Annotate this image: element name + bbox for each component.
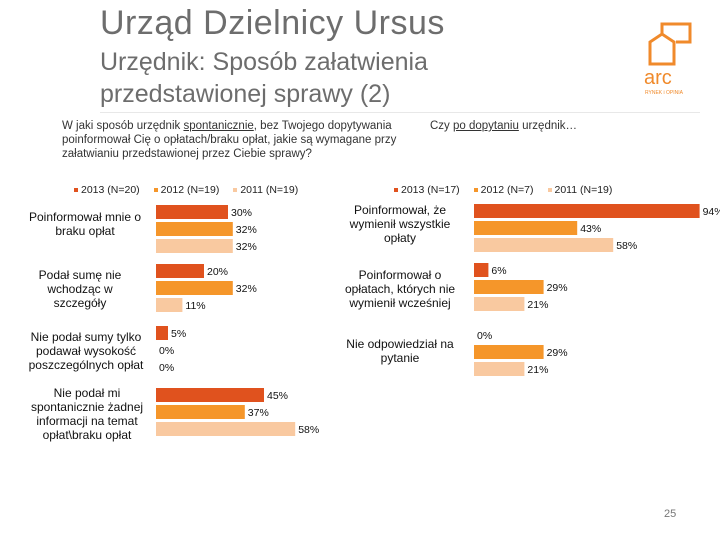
question-left-text-2: , bez Twojego dopytywania poinformował C… [62, 120, 397, 160]
bar-value-label: 58% [616, 240, 637, 252]
bar-value-label: 29% [547, 347, 568, 359]
bar-1-1-1 [474, 280, 544, 294]
legend-item-2012: 2012 (N=7) [473, 184, 534, 196]
bar-value-label: 20% [207, 266, 228, 278]
legend-right: 2013 (N=17) 2012 (N=7) 2011 (N=19) [394, 184, 612, 196]
bar-value-label: 32% [236, 283, 257, 295]
question-right: Czy po dopytaniu urzędnik… [430, 119, 670, 133]
bar-value-label: 37% [248, 407, 269, 419]
bar-0-0-1 [156, 222, 233, 236]
bar-1-0-0 [474, 204, 700, 218]
left-category-label: Nie podał sumy tylko podawał wysokość po… [28, 330, 144, 372]
legend-swatch [473, 188, 478, 192]
right-category-label: Poinformował o opłatach, których nie wym… [344, 268, 456, 310]
question-right-text-2: urzędnik… [518, 120, 578, 132]
legend-left: 2013 (N=20) 2012 (N=19) 2011 (N=19) [74, 184, 298, 196]
legend-item-2012: 2012 (N=19) [153, 184, 220, 196]
bar-value-label: 0% [159, 345, 174, 357]
bar-0-1-1 [156, 281, 233, 295]
bar-value-label: 6% [491, 265, 506, 277]
question-left: W jaki sposób urzędnik spontanicznie, be… [62, 119, 412, 161]
legend-label: 2012 (N=19) [160, 184, 220, 196]
legend-swatch [394, 188, 398, 192]
bar-1-2-1 [474, 345, 544, 359]
bar-value-label: 21% [527, 364, 548, 376]
bar-1-0-2 [474, 238, 614, 252]
legend-item-2013: 2013 (N=20) [74, 184, 140, 196]
page-title: Urząd Dzielnicy Ursus [100, 4, 445, 42]
legend-swatch [74, 188, 78, 192]
right-category-label: Poinformował, że wymienił wszystkie opła… [349, 203, 451, 245]
bar-value-label: 5% [171, 328, 186, 340]
left-category-label: Podał sumę nie wchodząc w szczegóły [38, 268, 122, 310]
left-category-label: Poinformował mnie o braku opłat [28, 210, 142, 238]
legend-label: 2013 (N=17) [401, 184, 460, 196]
legend-label: 2011 (N=19) [240, 184, 299, 196]
arc-logo-icon: arc RYNEK i OPINIA [644, 22, 692, 96]
bar-value-label: 45% [267, 390, 288, 402]
legend-label: 2012 (N=7) [480, 184, 534, 196]
bar-value-label: 21% [527, 299, 548, 311]
question-right-underlined: po dopytaniu [453, 120, 519, 132]
legend-item-2011: 2011 (N=19) [233, 184, 298, 196]
question-left-underlined: spontanicznie [183, 120, 254, 132]
legend-swatch [233, 188, 238, 192]
bar-0-0-2 [156, 239, 233, 253]
page-subtitle: Urzędnik: Sposób załatwienia przedstawio… [100, 48, 428, 108]
legend-swatch [153, 188, 158, 192]
bar-1-1-0 [474, 263, 489, 277]
right-category-label: Nie odpowiedział na pytanie [346, 337, 454, 365]
page-number: 25 [664, 508, 677, 520]
bar-0-2-0 [156, 326, 168, 340]
bar-value-label: 11% [185, 300, 205, 312]
logo-text: arc [644, 67, 672, 89]
bar-1-2-2 [474, 362, 525, 376]
bar-value-label: 29% [547, 282, 568, 294]
logo-tagline: RYNEK i OPINIA [645, 90, 684, 96]
question-left-text-1: W jaki sposób urzędnik [62, 120, 184, 132]
bar-0-1-0 [156, 264, 204, 278]
legend-swatch [547, 188, 552, 192]
legend-item-2011: 2011 (N=19) [547, 184, 613, 196]
bar-0-0-0 [156, 205, 228, 219]
bar-value-label: 30% [231, 207, 252, 219]
left-category-label: Nie podał mi spontanicznie żadnej inform… [30, 386, 144, 442]
bar-0-3-0 [156, 388, 264, 402]
bar-value-label: 58% [298, 424, 319, 436]
bar-value-label: 0% [477, 330, 492, 342]
legend-item-2013: 2013 (N=17) [394, 184, 460, 196]
bar-value-label: 0% [159, 362, 174, 374]
question-right-text-1: Czy [430, 120, 453, 132]
bar-1-1-2 [474, 297, 525, 311]
legend-label: 2013 (N=20) [81, 184, 140, 196]
bar-value-label: 94% [703, 206, 720, 218]
bar-value-label: 32% [236, 224, 257, 236]
header-divider [100, 112, 700, 113]
legend-label: 2011 (N=19) [554, 184, 613, 196]
bar-0-3-2 [156, 422, 296, 436]
bar-0-1-2 [156, 298, 183, 312]
bar-value-label: 43% [580, 223, 601, 235]
bar-0-3-1 [156, 405, 245, 419]
bar-value-label: 32% [236, 241, 257, 253]
bar-1-0-1 [474, 221, 578, 235]
